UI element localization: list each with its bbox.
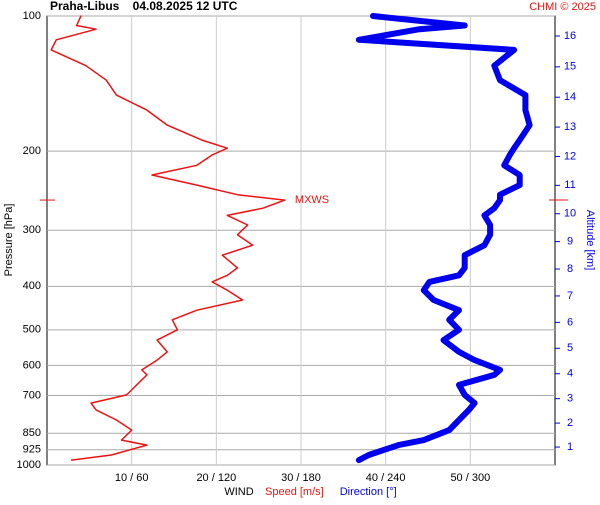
y2-tick-label: 10: [564, 208, 576, 220]
y2-axis-label: Altitude [km]: [584, 210, 596, 271]
x-axis-label: WIND: [224, 486, 253, 498]
y-tick-label: 300: [23, 224, 41, 236]
y-tick-label: 850: [23, 427, 41, 439]
y-axis-label: Pressure [hPa]: [3, 204, 15, 277]
y2-tick-label: 12: [564, 150, 576, 162]
y2-tick-label: 3: [567, 393, 573, 405]
x-tick-label: 10 / 60: [115, 472, 149, 484]
y2-tick-label: 14: [564, 91, 576, 103]
y-tick-label: 400: [23, 280, 41, 292]
credit: CHMI © 2025: [529, 1, 596, 13]
legend-label: Speed [m/s]: [265, 486, 324, 498]
y-tick-label: 1000: [17, 459, 41, 471]
y2-tick-label: 7: [567, 290, 573, 302]
y2-tick-label: 6: [567, 316, 573, 328]
y2-tick-label: 11: [564, 179, 575, 191]
annotation: MXWS: [295, 194, 329, 206]
y-tick-label: 200: [23, 145, 41, 157]
y-tick-label: 600: [23, 359, 41, 371]
profile-line: [355, 13, 533, 464]
y-tick-label: 700: [23, 389, 41, 401]
y-tick-label: 500: [23, 324, 41, 336]
legend-label: Direction [°]: [340, 486, 397, 498]
x-tick-label: 30 / 180: [281, 472, 321, 484]
x-tick-label: 50 / 300: [450, 472, 490, 484]
y2-tick-label: 1: [567, 441, 573, 453]
profile-line: [50, 15, 286, 461]
y2-tick-label: 15: [564, 61, 576, 73]
y-tick-label: 100: [23, 10, 41, 22]
y2-tick-label: 13: [564, 121, 576, 133]
x-tick-label: 40 / 240: [366, 472, 406, 484]
y2-tick-label: 16: [564, 30, 576, 42]
y-tick-label: 925: [23, 444, 41, 456]
y2-tick-label: 5: [567, 342, 573, 354]
y2-tick-label: 8: [567, 263, 573, 275]
y2-tick-label: 4: [567, 368, 573, 380]
x-tick-label: 20 / 120: [196, 472, 236, 484]
y2-tick-label: 9: [567, 236, 573, 248]
chart-title: Praha-Libus 04.08.2025 12 UTC: [50, 0, 238, 13]
y2-tick-label: 2: [567, 417, 573, 429]
